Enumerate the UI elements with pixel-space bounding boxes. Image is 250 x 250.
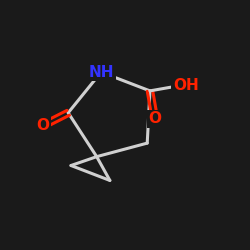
Text: NH: NH — [88, 65, 114, 80]
Text: O: O — [36, 118, 49, 133]
Text: O: O — [148, 111, 162, 126]
Text: OH: OH — [173, 78, 199, 93]
